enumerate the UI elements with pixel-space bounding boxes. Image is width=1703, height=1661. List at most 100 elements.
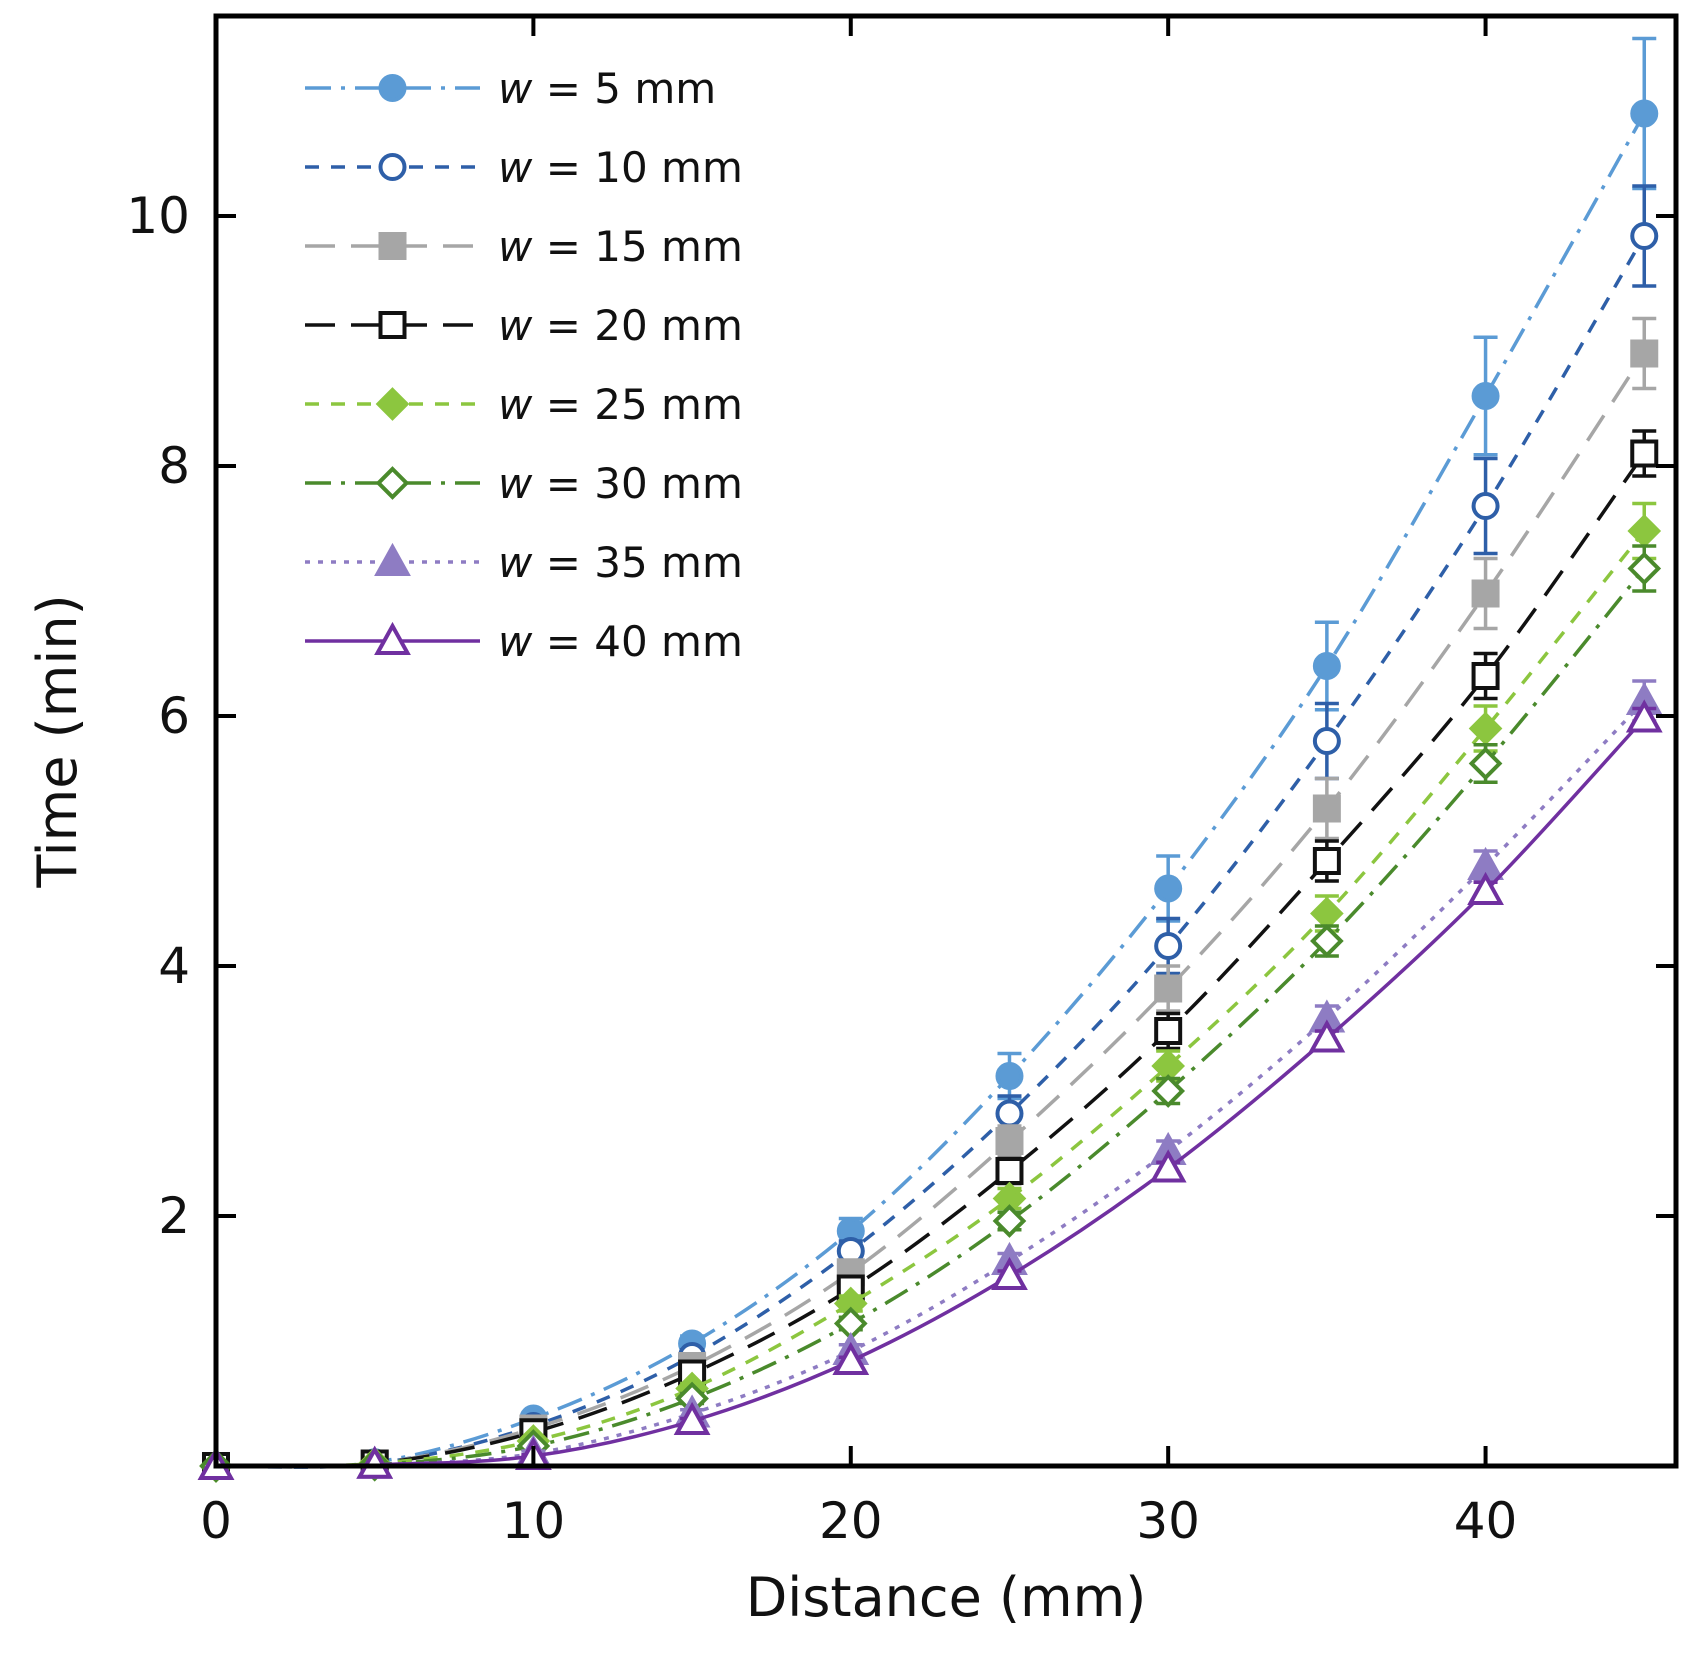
legend-value: = 10 mm — [532, 143, 743, 192]
legend-value: = 5 mm — [532, 64, 716, 113]
legend-variable: w — [498, 538, 533, 587]
data-point — [1630, 99, 1659, 128]
y-tick-label: 6 — [158, 687, 190, 745]
legend-item-6: w = 30 mm — [305, 459, 743, 508]
x-axis-title: Distance (mm) — [746, 1566, 1147, 1629]
x-tick-label: 0 — [200, 1492, 232, 1550]
x-tick-label: 20 — [819, 1492, 883, 1550]
legend-item-8: w = 40 mm — [305, 617, 743, 666]
legend-variable: w — [498, 222, 533, 271]
series-7 — [197, 679, 1663, 1480]
x-tick-label: 10 — [502, 1492, 566, 1550]
series-line — [215, 235, 1646, 1469]
legend-item-7: w = 35 mm — [305, 538, 743, 587]
legend-value: = 25 mm — [532, 380, 743, 429]
data-point — [991, 1256, 1028, 1290]
data-point — [992, 1204, 1027, 1238]
legend-label: w = 5 mm — [498, 64, 716, 113]
y-tick-label: 10 — [126, 187, 190, 245]
legend-label: w = 40 mm — [498, 617, 743, 666]
legend-marker — [378, 311, 407, 339]
legend-marker — [378, 74, 407, 102]
series-line — [215, 452, 1646, 1469]
data-point — [1471, 382, 1500, 410]
data-point — [1312, 847, 1341, 875]
data-point — [1630, 222, 1659, 250]
legend-variable: w — [498, 380, 533, 429]
data-point — [1468, 746, 1503, 781]
data-point — [1627, 514, 1662, 548]
legend-marker — [378, 153, 407, 181]
data-point — [995, 1062, 1024, 1090]
series-8 — [197, 699, 1663, 1480]
axes: 0 10 20 30 40 2 4 6 8 10 — [126, 13, 1679, 1550]
legend-variable: w — [498, 64, 533, 113]
data-point — [995, 1157, 1024, 1185]
legend-item-1: w = 5 mm — [305, 64, 716, 113]
legend-value: = 20 mm — [532, 301, 743, 350]
legend-marker — [374, 542, 411, 576]
legend-marker — [375, 387, 410, 421]
series-6 — [199, 544, 1662, 1483]
data-point — [1154, 874, 1183, 903]
y-tick-label: 4 — [158, 937, 190, 995]
data-point — [1627, 551, 1662, 586]
legend-marker — [375, 466, 410, 500]
series-line — [215, 112, 1646, 1469]
data-point — [995, 1099, 1024, 1128]
legend-item-5: w = 25 mm — [305, 380, 743, 429]
legend: w = 5 mmw = 10 mmw = 15 mmw = 20 mmw = 2… — [305, 64, 743, 666]
plot-frame — [213, 13, 1679, 1469]
legend-variable: w — [498, 617, 533, 666]
legend-label: w = 15 mm — [498, 222, 743, 271]
data-point — [1468, 711, 1503, 746]
legend-variable: w — [498, 301, 533, 350]
data-point — [1312, 652, 1341, 680]
data-point — [1310, 896, 1344, 931]
legend-marker — [374, 621, 411, 655]
legend-value: = 15 mm — [532, 222, 743, 271]
data-point — [1471, 662, 1500, 690]
data-point — [1625, 699, 1663, 733]
series-line — [215, 699, 1646, 1468]
y-tick-label: 8 — [158, 437, 190, 495]
data-point — [1154, 932, 1183, 960]
x-tick-label: 30 — [1136, 1492, 1200, 1550]
data-point — [1149, 1149, 1187, 1183]
data-point — [1154, 974, 1183, 1003]
series-1 — [202, 36, 1659, 1480]
legend-label: w = 25 mm — [498, 380, 743, 429]
series-line — [215, 352, 1646, 1469]
series-3 — [202, 316, 1659, 1480]
series-line — [215, 567, 1646, 1469]
data-point — [673, 1401, 711, 1435]
series-5 — [199, 501, 1662, 1483]
series-group — [197, 36, 1663, 1483]
data-point — [1308, 1019, 1346, 1053]
legend-label: w = 10 mm — [498, 143, 743, 192]
legend-label: w = 20 mm — [498, 301, 743, 350]
legend-variable: w — [498, 143, 533, 192]
series-line — [215, 529, 1646, 1468]
legend-item-2: w = 10 mm — [305, 143, 743, 192]
data-point — [1630, 439, 1659, 468]
data-point — [1312, 727, 1341, 755]
data-point — [356, 1445, 394, 1479]
series-2 — [202, 184, 1659, 1480]
data-point — [1312, 794, 1341, 823]
data-point — [1151, 1074, 1186, 1108]
series-line — [215, 717, 1646, 1468]
legend-label: w = 30 mm — [498, 459, 743, 508]
y-axis-title: Time (min) — [26, 594, 89, 888]
data-point — [1471, 579, 1500, 608]
data-point — [832, 1341, 870, 1375]
y-tick-label: 2 — [158, 1187, 190, 1245]
legend-item-3: w = 15 mm — [305, 222, 743, 271]
data-point — [995, 1127, 1024, 1155]
legend-marker — [378, 232, 407, 260]
data-point — [1630, 339, 1659, 368]
data-point — [1471, 492, 1500, 520]
data-point — [1467, 871, 1504, 905]
x-tick-label: 40 — [1454, 1492, 1518, 1550]
